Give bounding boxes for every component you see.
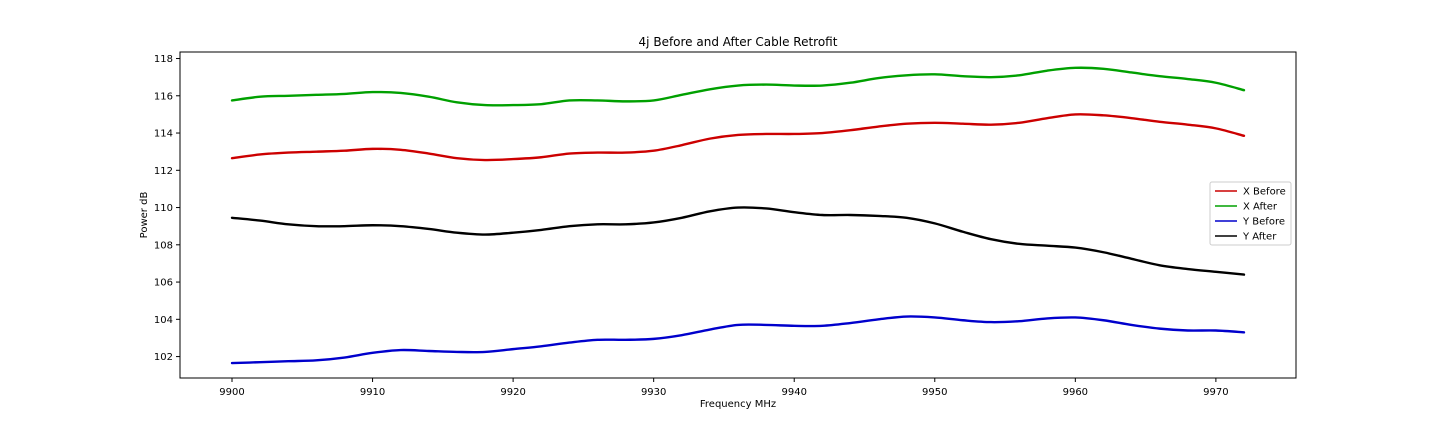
y-tick-label: 106: [154, 278, 173, 289]
x-tick-label: 9900: [219, 387, 244, 398]
y-axis-label: Power dB: [139, 192, 150, 239]
y-tick-label: 116: [154, 91, 173, 102]
series-line-y-after: [230, 206, 1246, 276]
plot-area-frame: [179, 51, 1297, 379]
series-line-x-before: [230, 113, 1246, 162]
series-line-y-before: [230, 315, 1246, 365]
legend-label: X After: [1243, 202, 1278, 213]
legend-box: [1209, 181, 1292, 246]
y-tick-label: 104: [154, 315, 173, 326]
x-axis-label: Frequency MHz: [700, 399, 776, 410]
y-tick-label: 118: [154, 54, 173, 65]
series-line-x-after: [230, 66, 1246, 107]
series-layer: [230, 66, 1246, 365]
y-tick-label: 102: [154, 352, 173, 363]
y-tick-label: 114: [154, 129, 173, 140]
x-tick-label: 9960: [1063, 387, 1088, 398]
legend-label: Y After: [1242, 232, 1277, 243]
x-tick-label: 9910: [360, 387, 385, 398]
y-tick-label: 112: [154, 166, 173, 177]
y-axis: 102 104 106 108 110 112 114 116 118: [154, 54, 180, 363]
x-tick-label: 9920: [500, 387, 525, 398]
y-tick-label: 110: [154, 203, 173, 214]
legend-label: X Before: [1243, 187, 1286, 198]
chart-title: 4j Before and After Cable Retrofit: [639, 35, 838, 49]
legend-label: Y Before: [1242, 217, 1285, 228]
legend: X Before X After Y Before Y After: [1209, 181, 1292, 246]
x-tick-label: 9930: [641, 387, 666, 398]
x-tick-label: 9940: [781, 387, 806, 398]
x-axis: 9900 9910 9920 9930 9940 9950 9960 9970: [219, 378, 1229, 398]
x-tick-label: 9970: [1203, 387, 1228, 398]
y-tick-label: 108: [154, 240, 173, 251]
x-tick-label: 9950: [922, 387, 947, 398]
